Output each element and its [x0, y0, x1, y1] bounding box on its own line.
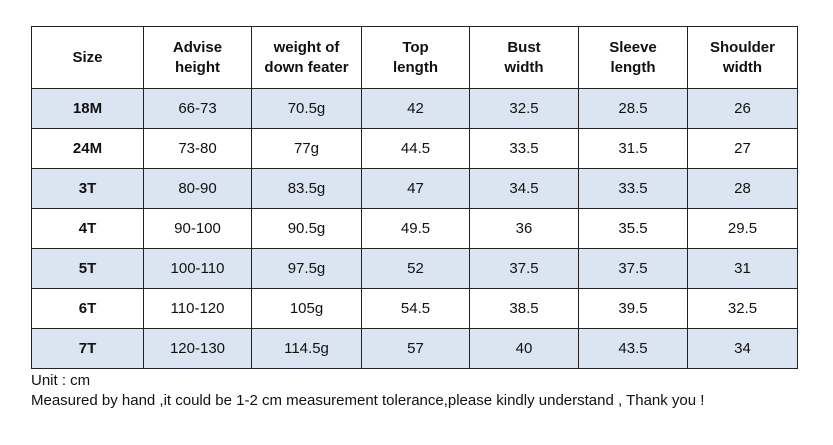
size-cell: 3T [31, 168, 144, 209]
table-cell: 120-130 [143, 328, 252, 369]
table-cell: 52 [361, 248, 470, 289]
table-cell: 70.5g [251, 88, 362, 129]
size-chart-table: Size Advise height weight of down feater… [31, 26, 798, 369]
table-cell: 110-120 [143, 288, 252, 329]
table-cell: 49.5 [361, 208, 470, 249]
table-cell: 31.5 [578, 128, 688, 169]
unit-note: Unit : cm [31, 372, 91, 389]
header-top-length: Top length [361, 26, 470, 89]
table-cell: 73-80 [143, 128, 252, 169]
header-advise-height: Advise height [143, 26, 252, 89]
table-row: 6T 110-120 105g 54.5 38.5 39.5 32.5 [31, 288, 798, 329]
table-cell: 66-73 [143, 88, 252, 129]
table-row: 18M 66-73 70.5g 42 32.5 28.5 26 [31, 88, 798, 129]
table-cell: 26 [687, 88, 798, 129]
table-cell: 77g [251, 128, 362, 169]
table-cell: 27 [687, 128, 798, 169]
table-cell: 97.5g [251, 248, 362, 289]
table-cell: 37.5 [469, 248, 579, 289]
table-cell: 32.5 [469, 88, 579, 129]
header-size: Size [31, 26, 144, 89]
table-cell: 114.5g [251, 328, 362, 369]
header-weight-of-down: weight of down feater [251, 26, 362, 89]
table-cell: 54.5 [361, 288, 470, 329]
table-row: 7T 120-130 114.5g 57 40 43.5 34 [31, 328, 798, 369]
table-cell: 43.5 [578, 328, 688, 369]
header-shoulder-width: Shoulder width [687, 26, 798, 89]
table-cell: 28 [687, 168, 798, 209]
table-cell: 36 [469, 208, 579, 249]
table-cell: 90-100 [143, 208, 252, 249]
table-cell: 44.5 [361, 128, 470, 169]
table-cell: 28.5 [578, 88, 688, 129]
table-cell: 90.5g [251, 208, 362, 249]
table-row: 4T 90-100 90.5g 49.5 36 35.5 29.5 [31, 208, 798, 249]
table-cell: 29.5 [687, 208, 798, 249]
table-cell: 100-110 [143, 248, 252, 289]
table-cell: 57 [361, 328, 470, 369]
table-row: 3T 80-90 83.5g 47 34.5 33.5 28 [31, 168, 798, 209]
table-cell: 32.5 [687, 288, 798, 329]
table-row: 24M 73-80 77g 44.5 33.5 31.5 27 [31, 128, 798, 169]
size-cell: 7T [31, 328, 144, 369]
table-cell: 33.5 [578, 168, 688, 209]
size-cell: 24M [31, 128, 144, 169]
size-cell: 5T [31, 248, 144, 289]
table-cell: 31 [687, 248, 798, 289]
table-cell: 39.5 [578, 288, 688, 329]
size-cell: 6T [31, 288, 144, 329]
table-cell: 33.5 [469, 128, 579, 169]
header-sleeve-length: Sleeve length [578, 26, 688, 89]
measurement-disclaimer: Measured by hand ,it could be 1-2 cm mea… [31, 392, 705, 409]
table-cell: 34 [687, 328, 798, 369]
header-bust-width: Bust width [469, 26, 579, 89]
table-cell: 83.5g [251, 168, 362, 209]
table-row: 5T 100-110 97.5g 52 37.5 37.5 31 [31, 248, 798, 289]
table-cell: 37.5 [578, 248, 688, 289]
header-row: Size Advise height weight of down feater… [31, 26, 798, 89]
table-cell: 38.5 [469, 288, 579, 329]
table-cell: 42 [361, 88, 470, 129]
table-cell: 47 [361, 168, 470, 209]
size-cell: 4T [31, 208, 144, 249]
table-cell: 105g [251, 288, 362, 329]
table-cell: 35.5 [578, 208, 688, 249]
table-cell: 34.5 [469, 168, 579, 209]
table-cell: 80-90 [143, 168, 252, 209]
table-cell: 40 [469, 328, 579, 369]
size-cell: 18M [31, 88, 144, 129]
notes: Unit : cm Measured by hand ,it could be … [31, 371, 704, 411]
